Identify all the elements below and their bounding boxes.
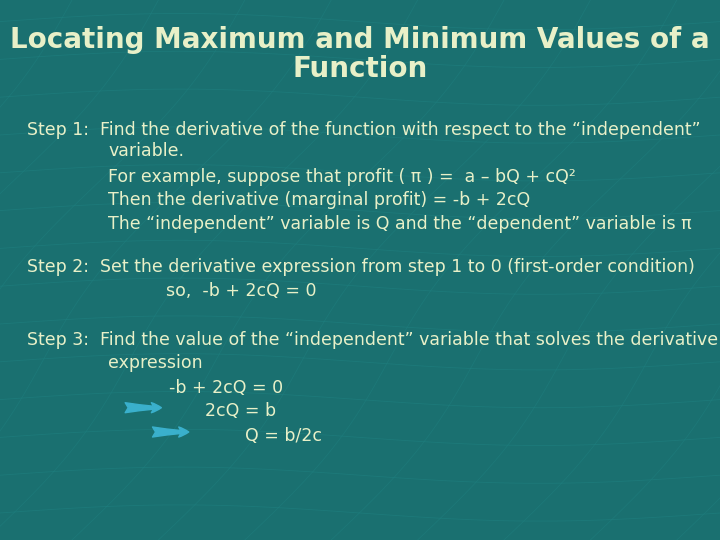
Text: -b + 2cQ = 0: -b + 2cQ = 0 — [169, 379, 284, 397]
Text: The “independent” variable is Q and the “dependent” variable is π: The “independent” variable is Q and the … — [108, 215, 692, 233]
Text: Q = b/2c: Q = b/2c — [245, 427, 322, 445]
Text: Locating Maximum and Minimum Values of a: Locating Maximum and Minimum Values of a — [10, 26, 710, 55]
Text: variable.: variable. — [108, 142, 184, 160]
Text: Function: Function — [292, 55, 428, 83]
Text: For example, suppose that profit ( π ) =  a – bQ + cQ²: For example, suppose that profit ( π ) =… — [108, 167, 576, 186]
Text: 2cQ = b: 2cQ = b — [205, 402, 276, 421]
Text: Step 2:  Set the derivative expression from step 1 to 0 (first-order condition): Step 2: Set the derivative expression fr… — [27, 258, 696, 276]
Text: Step 1:  Find the derivative of the function with respect to the “independent”: Step 1: Find the derivative of the funct… — [27, 120, 701, 139]
Text: expression: expression — [108, 354, 202, 372]
Text: Step 3:  Find the value of the “independent” variable that solves the derivative: Step 3: Find the value of the “independe… — [27, 331, 719, 349]
Text: Then the derivative (marginal profit) = -b + 2cQ: Then the derivative (marginal profit) = … — [108, 191, 530, 209]
Text: so,  -b + 2cQ = 0: so, -b + 2cQ = 0 — [166, 281, 316, 300]
